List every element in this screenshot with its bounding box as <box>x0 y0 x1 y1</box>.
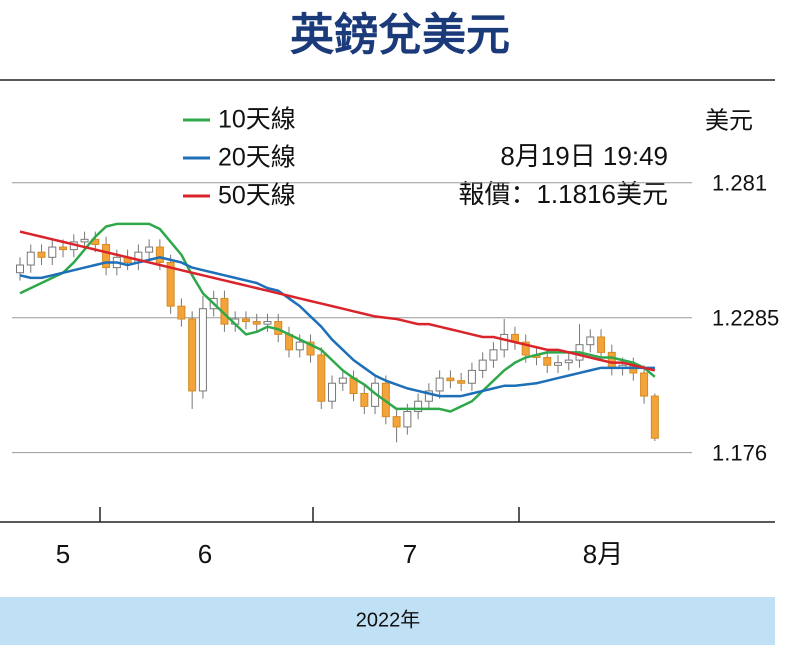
candle-body <box>263 321 272 325</box>
candle-body <box>554 362 562 366</box>
candle-body <box>26 251 35 266</box>
ma-line <box>19 222 656 413</box>
candle-body <box>446 377 455 382</box>
candle-body <box>597 336 606 353</box>
candle-body <box>145 246 154 253</box>
candle-body <box>640 372 649 397</box>
y-tick-label: 1.2285 <box>712 306 779 331</box>
ma-line <box>19 256 655 398</box>
candle-body <box>241 318 250 323</box>
candle-body <box>414 400 423 412</box>
candle-body <box>295 341 304 351</box>
candle-body <box>650 395 659 439</box>
candle-body <box>521 341 530 356</box>
candle-body <box>16 264 24 274</box>
legend-label: 20天線 <box>218 144 296 172</box>
candle-body <box>360 393 369 407</box>
candle-body <box>607 351 616 369</box>
candle-body <box>467 369 476 384</box>
x-tick-label: 6 <box>198 539 212 569</box>
candle-body <box>102 243 111 269</box>
candle-body <box>489 349 498 361</box>
x-tick-label: 8月 <box>583 539 623 569</box>
candle-body <box>500 333 509 351</box>
y-tick-label: 1.176 <box>712 440 767 465</box>
legend-label: 10天線 <box>218 106 296 134</box>
candle-body <box>457 380 466 384</box>
candle-body <box>435 377 444 392</box>
candle-body <box>424 390 433 402</box>
legend-label: 50天線 <box>218 182 296 210</box>
candle-body <box>306 341 315 356</box>
candle-body <box>317 354 326 402</box>
candle-body <box>586 336 595 346</box>
candle-body <box>543 357 552 366</box>
candle-body <box>252 321 261 325</box>
candle-body <box>59 246 68 251</box>
y-tick-label: 1.281 <box>712 171 767 196</box>
candle-body <box>478 359 487 371</box>
x-tick-label: 5 <box>56 539 70 569</box>
ma-line <box>19 230 656 372</box>
candle-body <box>564 359 573 364</box>
chart-title: 英鎊兌美元 <box>290 11 510 60</box>
candle-body <box>80 238 89 243</box>
footer-band <box>0 597 775 645</box>
candle-body <box>37 251 46 258</box>
candle-body <box>328 382 337 402</box>
x-tick-label: 7 <box>403 539 417 569</box>
candle-body <box>166 261 175 307</box>
candle-body <box>177 305 186 320</box>
candle-body <box>403 411 412 428</box>
annotation: 8月19日 19:49 <box>500 141 668 171</box>
candle-body <box>48 246 57 258</box>
y-unit: 美元 <box>705 107 753 134</box>
x-title: 2022年 <box>356 608 421 631</box>
candle-body <box>338 377 347 384</box>
candle-body <box>188 318 197 392</box>
annotation: 報價：1.1816美元 <box>458 179 668 209</box>
candle-body <box>392 416 401 428</box>
candle-body <box>198 308 207 392</box>
candle-body <box>155 246 164 263</box>
